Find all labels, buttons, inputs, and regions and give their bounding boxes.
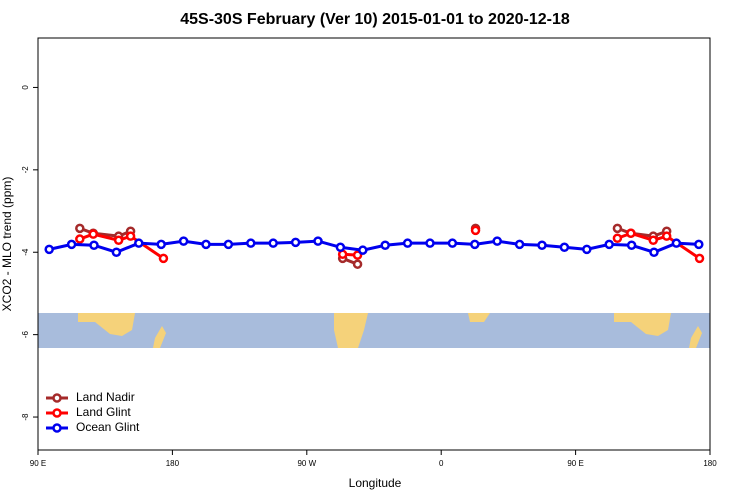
x-tick-label: 90 E — [30, 459, 46, 468]
point — [514, 239, 525, 250]
y-axis-label: XCO2 - MLO trend (ppm) — [0, 177, 14, 312]
point — [694, 239, 704, 250]
map-land — [78, 313, 135, 336]
point — [612, 223, 623, 234]
x-tick-label: 90 E — [567, 459, 583, 468]
point — [402, 238, 413, 248]
x-tick-label: 0 — [439, 459, 444, 468]
point — [649, 247, 659, 257]
chart-title: 45S-30S February (Ver 10) 2015-01-01 to … — [180, 11, 570, 28]
point — [447, 238, 458, 248]
point — [134, 238, 144, 248]
point — [75, 234, 85, 244]
point — [89, 240, 99, 250]
map-ocean — [38, 313, 710, 348]
map-land — [614, 313, 671, 336]
y-tick-label: -8 — [21, 413, 30, 421]
legend-label: Land Nadir — [76, 390, 135, 404]
point — [313, 236, 323, 246]
map-land — [468, 313, 490, 322]
point — [358, 245, 368, 255]
point — [75, 223, 85, 234]
map-strip — [38, 313, 710, 348]
point — [111, 247, 122, 257]
point — [661, 231, 672, 241]
y-tick-label: -6 — [21, 331, 30, 339]
point — [66, 239, 77, 250]
point — [604, 239, 614, 250]
y-tick-label: 0 — [21, 85, 30, 90]
point — [626, 228, 636, 239]
y-tick-label: -4 — [21, 248, 30, 256]
x-axis-label: Longitude — [349, 476, 402, 490]
point — [246, 238, 256, 248]
point — [290, 237, 301, 248]
point — [178, 236, 189, 246]
point — [223, 239, 234, 250]
point — [537, 240, 547, 250]
point — [470, 225, 481, 236]
x-tick-label: 180 — [166, 459, 180, 468]
point — [582, 244, 592, 255]
point — [268, 238, 278, 248]
point — [380, 240, 390, 250]
map-land — [153, 326, 166, 348]
legend-label: Land Glint — [76, 405, 131, 419]
legend-marker — [52, 408, 62, 418]
point — [88, 229, 99, 239]
point — [352, 259, 363, 269]
point — [156, 239, 166, 250]
map-land — [334, 313, 368, 348]
legend-label: Ocean Glint — [76, 420, 140, 434]
plot-frame — [37, 37, 711, 451]
point — [694, 253, 705, 264]
map-land — [689, 326, 702, 348]
point — [158, 253, 169, 264]
point — [125, 231, 136, 241]
y-tick-label: -2 — [21, 166, 30, 174]
point — [44, 244, 54, 255]
x-tick-label: 180 — [703, 459, 717, 468]
point — [425, 238, 435, 248]
point — [671, 238, 682, 248]
point — [626, 240, 637, 250]
x-tick-label: 90 W — [297, 459, 316, 468]
legend-marker — [52, 393, 62, 403]
point — [648, 235, 659, 246]
legend-marker — [52, 423, 62, 433]
point — [559, 242, 570, 253]
point — [470, 239, 480, 250]
point — [201, 239, 211, 250]
point — [113, 235, 124, 246]
point — [335, 242, 346, 253]
point — [492, 236, 502, 246]
point — [612, 233, 623, 243]
